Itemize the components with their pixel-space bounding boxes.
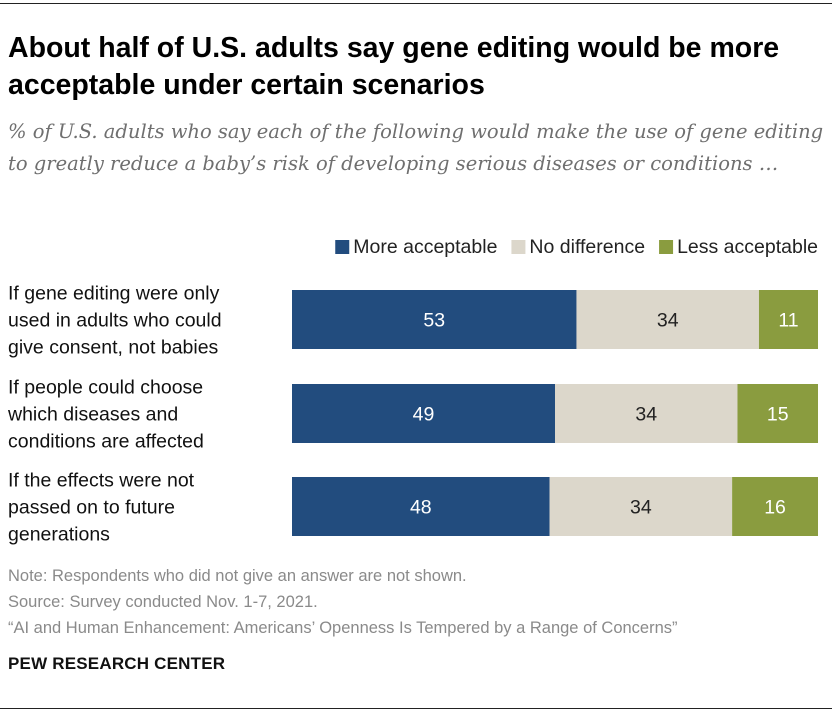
bar-more-acceptable-row-2 [292, 384, 555, 443]
bar-no-difference-row-2 [555, 384, 738, 443]
bar-less-acceptable-row-2 [737, 384, 818, 443]
category-label-line: give consent, not babies [8, 337, 219, 359]
bar-no-difference-row-3 [549, 477, 733, 536]
legend-swatch-no-difference [511, 240, 526, 254]
category-label-line: If gene editing were only [8, 283, 220, 305]
value-label-less-acceptable-row-2: 15 [767, 404, 789, 426]
value-label-no-difference-row-2: 34 [635, 404, 657, 426]
category-label-line: used in adults who could [8, 310, 222, 332]
value-label-less-acceptable-row-3: 16 [764, 497, 786, 519]
legend-label-no-difference: No difference [529, 236, 645, 258]
chart-title: About half of U.S. adults say gene editi… [8, 32, 780, 101]
bottom-rule [0, 708, 832, 709]
legend-swatch-less-acceptable [659, 240, 674, 254]
bar-no-difference-row-1 [576, 290, 759, 349]
top-rule [0, 3, 832, 4]
legend-label-more-acceptable: More acceptable [353, 236, 497, 258]
category-label-line: generations [8, 524, 110, 546]
chart-subtitle: % of U.S. adults who say each of the fol… [8, 120, 824, 175]
category-label-line: If people could choose [8, 377, 203, 399]
legend-swatch-more-acceptable [335, 240, 350, 254]
category-label-1: If gene editing were only used in adults … [8, 283, 222, 359]
report-title-text: “AI and Human Enhancement: Americans’ Op… [8, 619, 678, 637]
value-label-less-acceptable-row-1: 11 [778, 310, 798, 332]
category-label-line: conditions are affected [8, 431, 204, 453]
stacked-bar-chart: Less acceptable No difference More accepta… [7, 236, 818, 546]
category-label-line: which diseases and [7, 404, 178, 426]
value-label-more-acceptable-row-3: 48 [410, 497, 432, 519]
category-label-line: passed on to future [8, 497, 175, 519]
category-label-line: If the effects were not [8, 470, 195, 492]
category-label-2: If people could choose which diseases and… [7, 377, 204, 453]
value-label-more-acceptable-row-1: 53 [423, 310, 445, 332]
source-text: Source: Survey conducted Nov. 1-7, 2021. [8, 593, 318, 611]
legend-label-less-acceptable: Less acceptable [677, 236, 818, 258]
bar-more-acceptable-row-1 [292, 290, 577, 349]
bar-less-acceptable-row-3 [732, 477, 818, 536]
value-label-more-acceptable-row-2: 49 [413, 404, 435, 426]
value-label-no-difference-row-3: 34 [630, 497, 652, 519]
bar-more-acceptable-row-3 [292, 477, 550, 536]
chart-notes: Note: Respondents who did not give an an… [8, 563, 828, 641]
pew-logo-text: PEW RESEARCH CENTER [8, 654, 226, 673]
category-label-3: If the effects were not passed on to futu… [8, 470, 195, 546]
value-label-no-difference-row-1: 34 [657, 310, 679, 332]
bar-less-acceptable-row-1 [758, 290, 818, 349]
note-text: Note: Respondents who did not give an an… [8, 567, 467, 585]
